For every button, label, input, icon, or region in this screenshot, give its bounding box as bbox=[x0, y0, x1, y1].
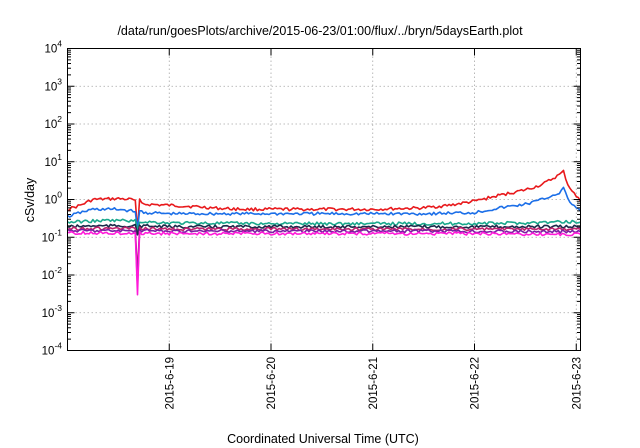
x-tick-label: 2015-6-21 bbox=[368, 357, 380, 409]
series-line-3 bbox=[67, 218, 581, 232]
x-tick-label: 2015-6-20 bbox=[266, 357, 278, 409]
chart-title: /data/run/goesPlots/archive/2015-06-23/0… bbox=[117, 24, 523, 38]
data-series-group bbox=[67, 169, 582, 296]
y-tick-label: 102 bbox=[44, 114, 62, 131]
axis-ticks: 10-4 10-3 10-2 10-1 100 101 102 103 104 2015-6-19… bbox=[42, 39, 584, 410]
series-line-1 bbox=[67, 169, 582, 232]
y-tick-label: 10-4 bbox=[42, 341, 63, 358]
series-line-5 bbox=[67, 226, 581, 276]
x-tick-label: 2015-6-23 bbox=[571, 357, 583, 409]
series-line-7 bbox=[67, 230, 581, 296]
x-axis-label: Coordinated Universal Time (UTC) bbox=[227, 432, 419, 446]
series-line-6 bbox=[67, 228, 581, 288]
y-tick-label: 10-3 bbox=[42, 303, 63, 320]
x-tick-label: 2015-6-22 bbox=[470, 357, 482, 409]
y-tick-label: 101 bbox=[44, 152, 62, 169]
y-tick-label: 103 bbox=[44, 76, 62, 93]
series-line-2 bbox=[67, 186, 582, 230]
y-tick-label: 10-1 bbox=[42, 227, 63, 244]
y-tick-label: 100 bbox=[44, 190, 62, 207]
plot-frame bbox=[67, 48, 581, 351]
y-axis-label: cSv/day bbox=[23, 177, 37, 222]
series-line-4 bbox=[67, 223, 581, 236]
grid-lines bbox=[67, 48, 581, 351]
x-tick-label: 2015-6-19 bbox=[164, 357, 176, 409]
y-tick-label: 104 bbox=[44, 39, 62, 56]
y-tick-label: 10-2 bbox=[42, 265, 63, 282]
